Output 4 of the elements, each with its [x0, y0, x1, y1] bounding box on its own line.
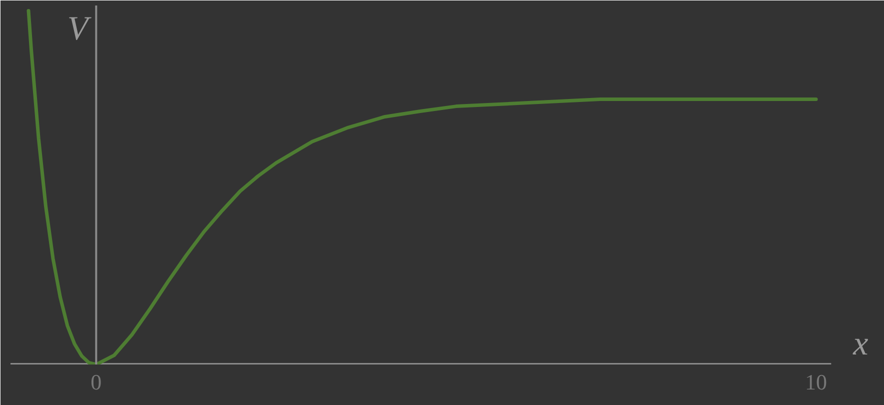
x-tick-label: 10 — [805, 370, 828, 394]
y-axis-title: V — [67, 10, 92, 48]
x-tick-label: 0 — [90, 370, 102, 394]
x-axis-title: x — [852, 326, 868, 362]
